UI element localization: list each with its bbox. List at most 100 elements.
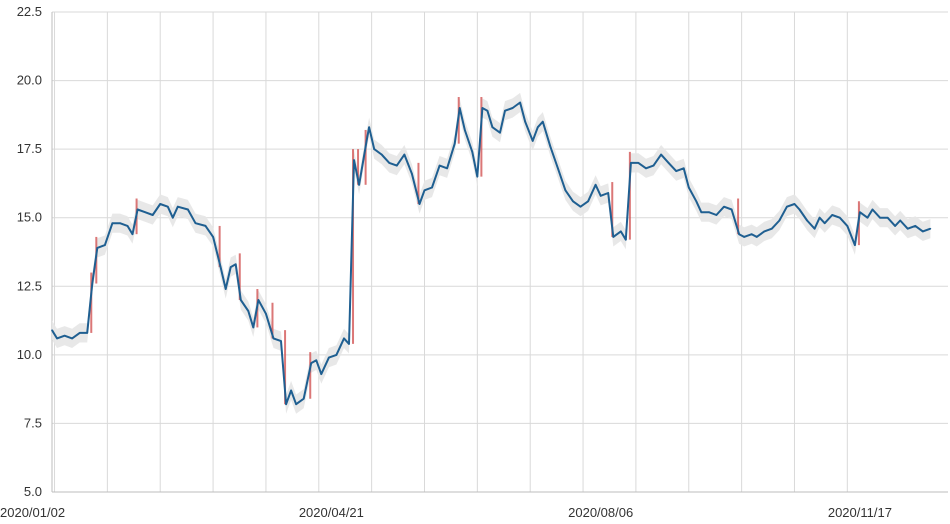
- data-point: [63, 334, 66, 337]
- data-point: [295, 403, 297, 406]
- y-tick-label: 10.0: [17, 347, 42, 362]
- data-point: [786, 205, 788, 208]
- data-point: [778, 219, 781, 222]
- data-point: [519, 101, 521, 104]
- data-point: [823, 222, 826, 224]
- data-point: [335, 354, 338, 356]
- x-tick-label: 2020/01/02: [0, 505, 65, 520]
- data-point: [343, 337, 345, 340]
- data-point: [348, 343, 350, 345]
- data-point: [71, 337, 73, 340]
- data-point: [886, 216, 889, 219]
- data-point: [838, 216, 841, 219]
- data-point: [136, 208, 139, 211]
- data-point: [320, 373, 323, 375]
- data-point: [194, 222, 197, 224]
- data-point: [531, 140, 534, 142]
- data-point: [499, 131, 501, 134]
- data-point: [131, 233, 134, 235]
- data-point: [708, 211, 710, 214]
- data-point: [899, 219, 901, 222]
- data-point: [541, 120, 544, 123]
- data-point: [365, 140, 368, 142]
- data-point: [119, 222, 121, 224]
- data-point: [549, 145, 552, 148]
- series-range-band: [52, 92, 931, 414]
- data-point: [310, 362, 313, 364]
- data-point: [793, 203, 796, 205]
- data-point: [481, 107, 484, 109]
- data-point: [159, 203, 162, 205]
- data-point: [607, 192, 610, 194]
- data-point: [51, 329, 53, 331]
- data-point: [446, 167, 448, 170]
- data-point: [302, 397, 305, 400]
- data-point: [239, 299, 242, 301]
- data-point: [463, 129, 466, 131]
- data-point: [675, 170, 677, 172]
- y-tick-label: 22.5: [17, 4, 42, 19]
- y-tick-label: 17.5: [17, 141, 42, 156]
- data-point: [252, 326, 255, 329]
- data-point: [564, 189, 567, 192]
- data-point: [806, 219, 808, 222]
- data-point: [388, 162, 391, 164]
- x-tick-label: 2020/04/21: [299, 505, 364, 520]
- y-tick-label: 15.0: [17, 210, 42, 225]
- data-point: [504, 109, 506, 112]
- data-point: [111, 222, 114, 224]
- data-point: [572, 200, 574, 203]
- data-point: [612, 236, 615, 238]
- data-point: [166, 205, 169, 208]
- series-line-layer: [51, 101, 932, 406]
- data-point: [763, 230, 766, 233]
- data-point: [144, 211, 146, 214]
- data-point: [396, 164, 398, 167]
- data-point: [104, 244, 106, 246]
- data-point: [879, 216, 881, 219]
- data-point: [491, 126, 494, 128]
- data-point: [730, 208, 733, 211]
- data-point: [353, 159, 355, 161]
- data-point: [368, 126, 370, 128]
- range-band-layer: [52, 92, 931, 414]
- data-point: [86, 332, 89, 334]
- data-point: [229, 266, 232, 268]
- data-point: [224, 288, 227, 290]
- data-point: [630, 162, 632, 164]
- data-point: [471, 151, 474, 153]
- data-point: [56, 337, 58, 340]
- data-point: [831, 214, 834, 216]
- data-point: [620, 230, 622, 233]
- data-point: [625, 238, 627, 241]
- data-point: [922, 230, 924, 233]
- data-point: [637, 162, 640, 164]
- data-point: [96, 247, 99, 249]
- data-point: [403, 153, 406, 156]
- data-point: [906, 227, 909, 230]
- data-point: [328, 356, 330, 359]
- data-point: [914, 225, 917, 227]
- data-point: [187, 208, 189, 211]
- grid-layer: [51, 11, 948, 493]
- data-point: [695, 200, 698, 203]
- data-point: [594, 184, 597, 186]
- data-point: [91, 282, 94, 285]
- data-point: [652, 164, 655, 167]
- data-point: [453, 142, 456, 145]
- data-point: [476, 175, 479, 178]
- data-point: [723, 205, 725, 208]
- data-point: [458, 107, 461, 109]
- data-point: [78, 332, 81, 334]
- data-point: [423, 189, 426, 192]
- data-point: [738, 233, 740, 235]
- data-point: [380, 153, 383, 156]
- data-point: [524, 120, 526, 123]
- x-tick-label: 2020/08/06: [568, 505, 633, 520]
- data-point: [818, 216, 821, 219]
- data-point: [280, 340, 282, 342]
- data-point: [846, 225, 849, 227]
- data-point: [557, 167, 559, 170]
